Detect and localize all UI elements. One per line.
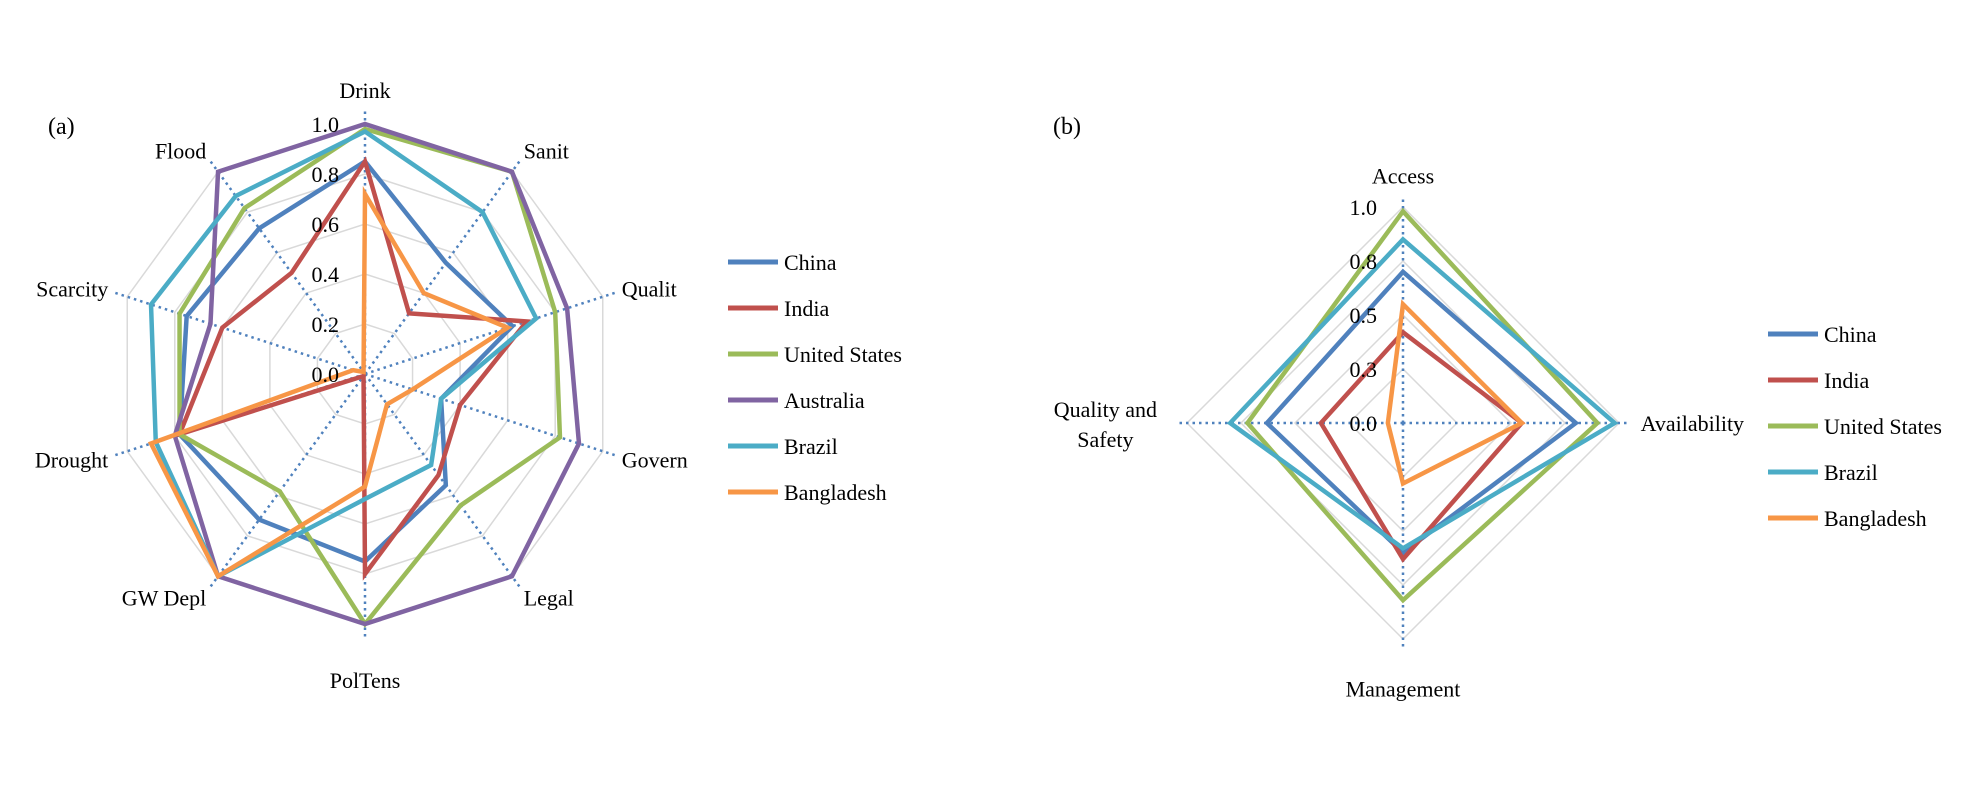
axis-spoke xyxy=(114,291,366,376)
axis-spoke xyxy=(363,373,521,588)
tick-label: 1.0 xyxy=(312,112,340,137)
series-bangladesh-polygon xyxy=(147,185,513,580)
axis-label-govern: Govern xyxy=(622,447,688,472)
tick-label: 0.6 xyxy=(312,212,340,237)
tick-label: 0.8 xyxy=(1350,249,1378,274)
axis-label-access: Access xyxy=(1372,163,1434,188)
series-brazil-polygon xyxy=(148,128,539,580)
axis-label-drought: Drought xyxy=(35,447,108,472)
legend-label-bangladesh: Bangladesh xyxy=(1824,506,1927,531)
tick-label: 0.3 xyxy=(1350,357,1378,382)
axis-spoke xyxy=(209,160,367,375)
axis-labels-b: Access Availability Management Quality and S… xyxy=(1054,163,1744,701)
axis-label-legal: Legal xyxy=(524,585,574,610)
series-layer-b xyxy=(1226,207,1619,604)
legend-label-united-states: United States xyxy=(784,342,902,367)
legend-label-india: India xyxy=(1824,368,1869,393)
axis-label-gw-depl: GW Depl xyxy=(122,585,207,610)
legend-label-australia: Australia xyxy=(784,388,865,413)
tick-label: 0.5 xyxy=(1350,303,1378,328)
axis-label-qualit: Qualit xyxy=(622,277,677,302)
series-united-states-polygon xyxy=(1244,207,1601,604)
legend-a: China India United States Australia Brazil Ba… xyxy=(728,250,902,505)
legend-b: China India United States Brazil Bangladesh xyxy=(1768,322,1942,531)
legend-label-china: China xyxy=(784,250,837,275)
legend-label-bangladesh: Bangladesh xyxy=(784,480,887,505)
tick-label: 0.0 xyxy=(312,362,340,387)
axis-spoke xyxy=(363,160,521,375)
series-china-polygon xyxy=(1263,268,1580,556)
tick-labels-b: 0.0 0.3 0.5 0.8 1.0 xyxy=(1350,195,1378,436)
axis-label-scarcity: Scarcity xyxy=(36,277,108,302)
axis-label-poltens: PolTens xyxy=(330,668,401,693)
tick-label: 0.4 xyxy=(312,262,340,287)
axis-label-availability: Availability xyxy=(1641,411,1744,436)
tick-label: 0.8 xyxy=(312,162,340,187)
axis-spoke xyxy=(364,372,616,457)
legend-label-brazil: Brazil xyxy=(784,434,838,459)
series-india-polygon xyxy=(1318,329,1526,563)
radar-chart-a: (a) Drink Sanit Qualit Govern Legal PolTens GW… xyxy=(35,78,902,693)
tick-label: 0.0 xyxy=(1350,411,1378,436)
series-bangladesh-polygon xyxy=(1385,299,1526,487)
tick-label: 1.0 xyxy=(1350,195,1378,220)
axis-labels-a: Drink Sanit Qualit Govern Legal PolTens GW Dep… xyxy=(35,78,688,693)
axis-spoke xyxy=(364,291,616,376)
legend-label-india: India xyxy=(784,296,829,321)
series-brazil-polygon xyxy=(1226,236,1619,551)
axis-spoke xyxy=(209,373,367,588)
radar-grid-b xyxy=(1176,196,1630,650)
axis-label-management: Management xyxy=(1346,677,1461,702)
axis-label-flood: Flood xyxy=(155,139,206,164)
panel-label-a: (a) xyxy=(48,114,75,140)
radar-chart-b: (b) Access Availability Management Quality … xyxy=(1053,114,1942,702)
series-australia-polygon xyxy=(172,121,582,627)
panel-label-b: (b) xyxy=(1053,114,1081,140)
tick-label: 0.2 xyxy=(312,312,340,337)
legend-label-united-states: United States xyxy=(1824,414,1942,439)
axis-label-drink: Drink xyxy=(339,78,390,103)
legend-label-brazil: Brazil xyxy=(1824,460,1878,485)
axis-label-sanit: Sanit xyxy=(524,139,569,164)
legend-label-china: China xyxy=(1824,322,1877,347)
axis-label-quality-and-safety: Quality and Safety xyxy=(1054,397,1157,452)
tick-labels-a: 0.0 0.2 0.4 0.6 0.8 1.0 xyxy=(312,112,340,387)
series-layer-a xyxy=(147,121,582,628)
